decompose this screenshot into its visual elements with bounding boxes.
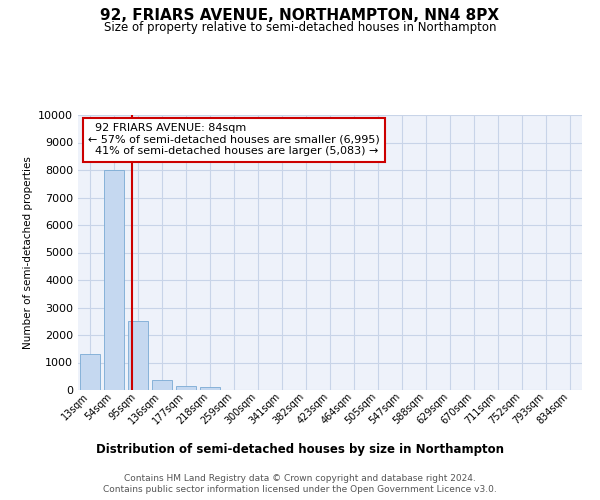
Text: 92, FRIARS AVENUE, NORTHAMPTON, NN4 8PX: 92, FRIARS AVENUE, NORTHAMPTON, NN4 8PX <box>100 8 500 22</box>
Bar <box>176 386 196 390</box>
Bar <box>128 322 148 390</box>
Bar <box>152 380 172 390</box>
Y-axis label: Number of semi-detached properties: Number of semi-detached properties <box>23 156 32 349</box>
Text: 92 FRIARS AVENUE: 84sqm
← 57% of semi-detached houses are smaller (6,995)
  41% : 92 FRIARS AVENUE: 84sqm ← 57% of semi-de… <box>88 123 380 156</box>
Bar <box>104 170 124 390</box>
Text: Contains public sector information licensed under the Open Government Licence v3: Contains public sector information licen… <box>103 485 497 494</box>
Bar <box>200 387 220 390</box>
Text: Size of property relative to semi-detached houses in Northampton: Size of property relative to semi-detach… <box>104 21 496 34</box>
Bar <box>80 354 100 390</box>
Text: Contains HM Land Registry data © Crown copyright and database right 2024.: Contains HM Land Registry data © Crown c… <box>124 474 476 483</box>
Text: Distribution of semi-detached houses by size in Northampton: Distribution of semi-detached houses by … <box>96 442 504 456</box>
